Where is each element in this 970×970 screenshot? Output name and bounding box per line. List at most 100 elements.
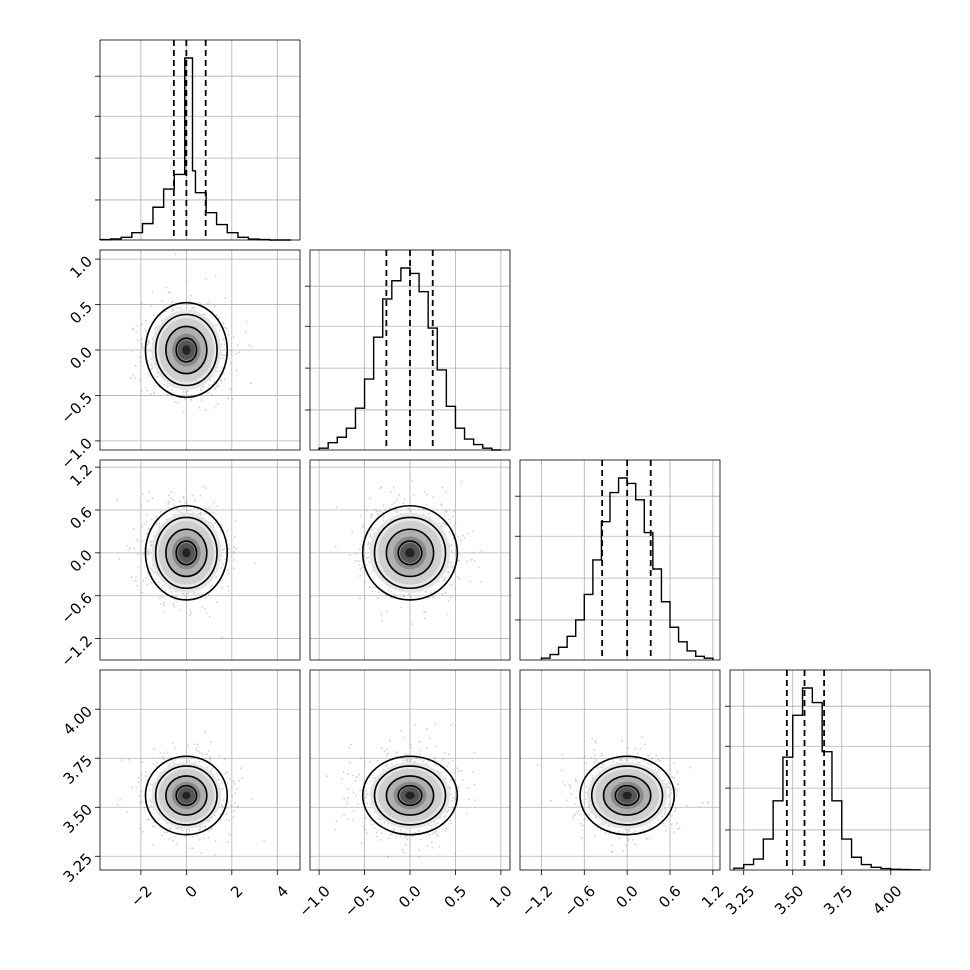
sample-point xyxy=(621,739,624,742)
sample-point xyxy=(200,852,203,854)
sample-point xyxy=(147,553,150,555)
sample-point xyxy=(202,386,205,388)
sample-point xyxy=(211,828,214,831)
sample-point xyxy=(204,730,207,733)
sample-point xyxy=(116,499,119,502)
sample-point xyxy=(342,771,345,774)
contour-3 xyxy=(397,784,423,807)
sample-point xyxy=(248,344,250,347)
sample-point xyxy=(153,821,156,824)
sample-point xyxy=(446,828,449,830)
sample-point xyxy=(406,838,409,841)
sample-point xyxy=(648,837,651,840)
sample-point xyxy=(144,770,147,773)
sample-point xyxy=(408,593,410,596)
x-tick-label: −2 xyxy=(127,882,155,910)
sample-point xyxy=(210,393,213,396)
sample-point xyxy=(187,390,190,393)
sample-point xyxy=(368,586,371,589)
x-tick-label: −1.2 xyxy=(518,882,556,920)
sample-point xyxy=(664,825,667,828)
sample-point xyxy=(158,525,161,528)
sample-point xyxy=(600,823,603,826)
sample-point xyxy=(451,800,453,802)
sample-point xyxy=(254,562,257,565)
sample-point xyxy=(596,827,599,829)
sample-point xyxy=(441,486,444,489)
sample-point xyxy=(192,836,194,838)
sample-point xyxy=(162,756,165,758)
sample-point xyxy=(139,541,142,543)
sample-point xyxy=(228,778,231,780)
sample-point xyxy=(145,319,148,322)
sample-point xyxy=(154,328,156,330)
sample-point xyxy=(224,296,227,299)
sample-point xyxy=(449,793,452,796)
sample-point xyxy=(392,486,395,489)
sample-point xyxy=(460,539,462,542)
sample-point xyxy=(335,820,338,822)
sample-point xyxy=(403,852,405,854)
sample-point xyxy=(677,788,679,791)
sample-point xyxy=(207,836,210,839)
sample-point xyxy=(200,514,202,516)
sample-point xyxy=(447,571,450,574)
sample-point xyxy=(167,291,170,294)
sample-point xyxy=(236,369,238,372)
sample-point xyxy=(463,536,466,539)
sample-point xyxy=(159,510,162,513)
sample-point xyxy=(472,551,475,554)
y-tick-label: −1.2 xyxy=(58,632,96,670)
sample-point xyxy=(233,550,236,553)
sample-point xyxy=(129,546,131,549)
sample-point xyxy=(627,837,630,840)
sample-point xyxy=(454,521,457,524)
sample-point xyxy=(622,850,625,853)
sample-point xyxy=(393,593,396,596)
sample-point xyxy=(449,596,452,599)
sample-point xyxy=(391,763,393,765)
sample-point xyxy=(678,827,681,830)
sample-point xyxy=(596,766,599,769)
sample-point xyxy=(199,388,202,390)
sample-point xyxy=(674,787,677,790)
sample-point xyxy=(224,378,226,380)
sample-point xyxy=(366,832,369,835)
sample-point xyxy=(593,748,596,751)
sample-point xyxy=(183,398,186,401)
sample-point xyxy=(386,763,388,766)
sample-point xyxy=(201,385,204,388)
sample-point xyxy=(226,807,229,809)
sample-point xyxy=(458,553,460,556)
sample-point xyxy=(458,577,461,580)
sample-point xyxy=(364,817,367,820)
sample-point xyxy=(450,561,453,563)
sample-point xyxy=(149,350,152,352)
sample-point xyxy=(227,397,229,400)
sample-point xyxy=(643,833,646,836)
sample-point xyxy=(204,824,207,827)
sample-point xyxy=(205,753,208,756)
sample-point xyxy=(414,724,416,726)
sample-point xyxy=(138,776,140,779)
sample-point xyxy=(200,593,203,596)
contour-1 xyxy=(373,765,447,826)
sample-point xyxy=(480,580,483,583)
sample-point xyxy=(465,812,468,815)
sample-point xyxy=(138,378,141,381)
contour-2 xyxy=(165,325,208,375)
sample-point xyxy=(354,559,357,562)
sample-point xyxy=(119,799,121,801)
sample-point xyxy=(198,513,200,515)
sample-point xyxy=(370,526,373,529)
sample-point xyxy=(701,802,704,804)
sample-point xyxy=(196,744,199,746)
sample-point xyxy=(354,780,356,783)
sample-point xyxy=(209,756,211,759)
x-tick-label: −1.0 xyxy=(295,882,333,920)
sample-point xyxy=(619,758,622,760)
sample-point xyxy=(348,746,350,749)
sample-point xyxy=(227,572,230,575)
sample-point xyxy=(358,548,361,551)
sample-point xyxy=(141,345,144,348)
